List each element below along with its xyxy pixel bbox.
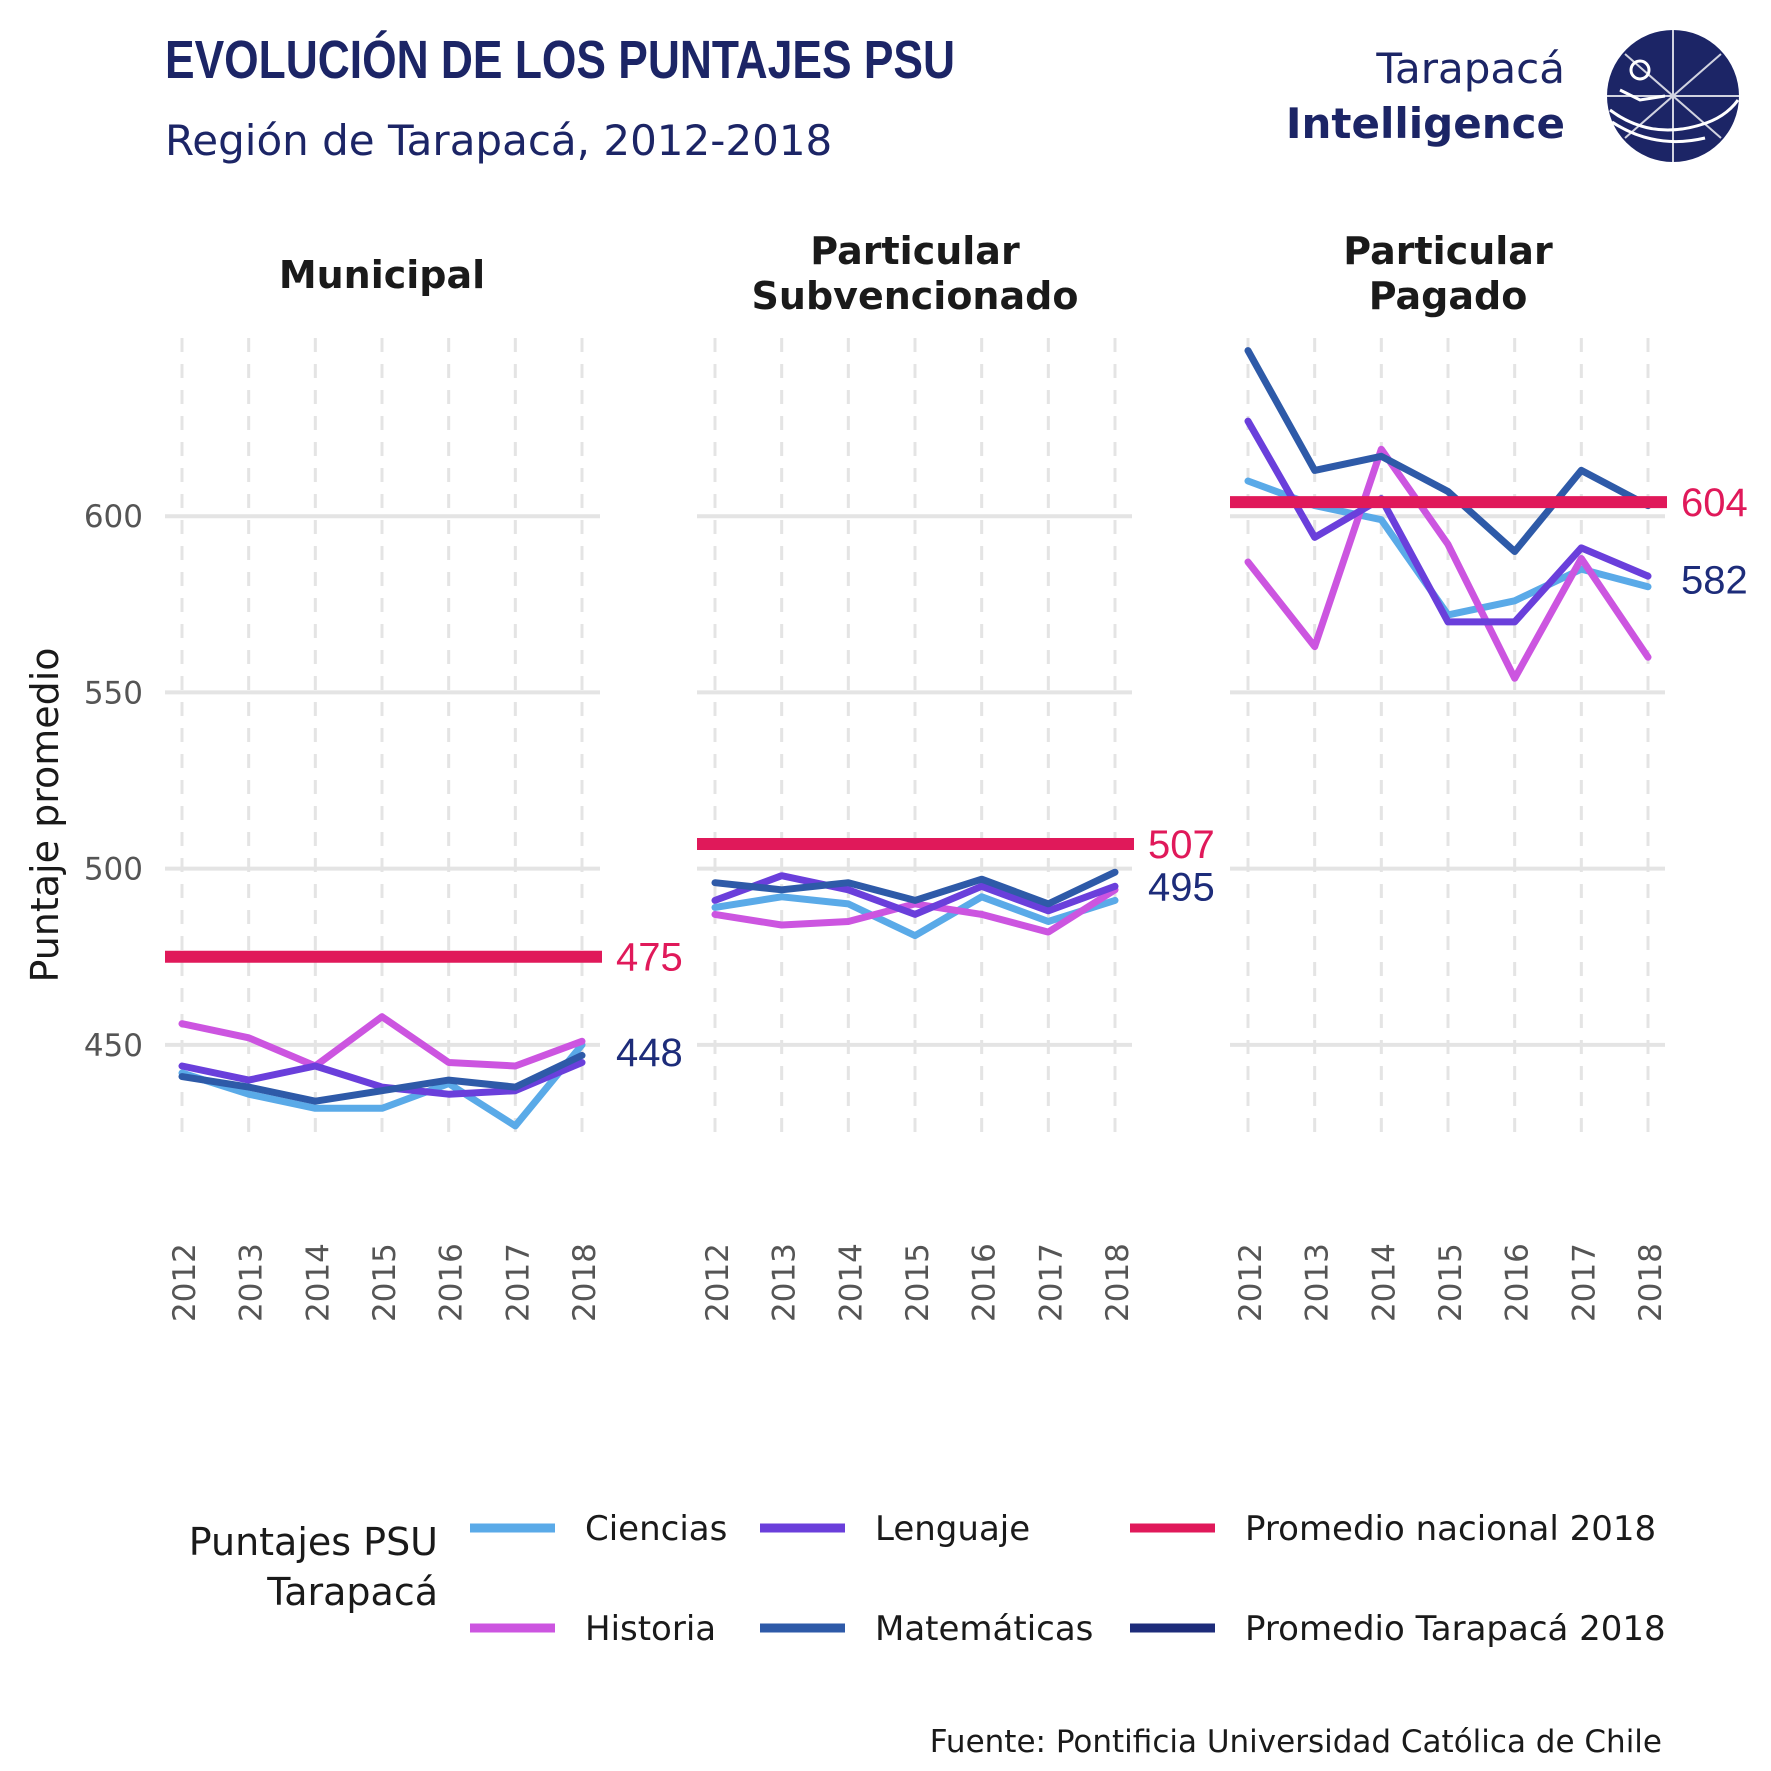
x-tick-label: 2017 — [500, 1243, 536, 1322]
globe-compass-icon — [1607, 30, 1740, 162]
x-tick-label: 2014 — [300, 1243, 336, 1322]
grid-layer — [165, 338, 1665, 1136]
panel-title: Particular — [1343, 229, 1553, 273]
x-tick-label: 2016 — [967, 1243, 1003, 1322]
x-tick-label: 2018 — [1100, 1243, 1136, 1322]
legend-label: Promedio nacional 2018 — [1245, 1509, 1656, 1549]
national-average-label: 475 — [616, 936, 683, 980]
x-tick-label: 2013 — [234, 1243, 270, 1322]
y-tick-label: 450 — [84, 1028, 143, 1064]
tarapaca-average-label: 495 — [1148, 865, 1215, 909]
x-tick-labels: 2012 2013 2014 2015 2016 2017 2018 2012 2013 2014… — [167, 1243, 1669, 1322]
legend-label: Promedio Tarapacá 2018 — [1245, 1609, 1666, 1649]
source-note: Fuente: Pontificia Universidad Católica … — [930, 1724, 1662, 1760]
legend-title-line2: Tarapacá — [266, 1570, 438, 1614]
tarapaca-average-label: 582 — [1681, 559, 1748, 603]
x-tick-label: 2016 — [434, 1243, 470, 1322]
legend: Puntajes PSU Tarapacá Ciencias Lenguaje Pr… — [189, 1509, 1666, 1649]
x-tick-label: 2016 — [1500, 1243, 1536, 1322]
x-tick-label: 2014 — [1366, 1243, 1402, 1322]
y-tick-label: 500 — [84, 852, 143, 888]
national-average-label: 507 — [1148, 823, 1215, 867]
legend-label: Historia — [585, 1609, 716, 1649]
x-tick-label: 2015 — [367, 1243, 403, 1322]
series-line-lenguaje — [711, 872, 1119, 918]
series-line-ciencias — [178, 1041, 586, 1130]
tarapaca-average-label: 448 — [616, 1031, 683, 1075]
legend-title-line1: Puntajes PSU — [189, 1520, 438, 1564]
x-tick-label: 2013 — [1300, 1243, 1336, 1322]
x-tick-label: 2012 — [700, 1243, 736, 1322]
y-tick-label: 550 — [84, 675, 143, 711]
legend-label: Lenguaje — [875, 1509, 1030, 1549]
y-tick-label: 600 — [84, 499, 143, 535]
x-tick-label: 2015 — [900, 1243, 936, 1322]
series-line-historia — [1244, 445, 1652, 682]
chart-subtitle: Región de Tarapacá, 2012-2018 — [165, 116, 832, 165]
series-line-lenguaje — [178, 1059, 586, 1098]
logo: Tarapacá Intelligence — [1286, 30, 1740, 162]
x-tick-label: 2012 — [1233, 1243, 1269, 1322]
x-tick-label: 2015 — [1433, 1243, 1469, 1322]
x-tick-label: 2012 — [167, 1243, 203, 1322]
series-layer — [178, 347, 1652, 1130]
x-tick-label: 2017 — [1033, 1243, 1069, 1322]
panel-title: Subvencionado — [752, 274, 1079, 318]
logo-text-line2: Intelligence — [1286, 99, 1565, 148]
x-tick-label: 2013 — [767, 1243, 803, 1322]
panel-title: Municipal — [279, 253, 485, 297]
legend-label: Ciencias — [585, 1509, 727, 1549]
x-tick-label: 2018 — [567, 1243, 603, 1322]
y-axis-label: Puntaje promedio — [23, 647, 67, 982]
series-line-matemticas — [1244, 347, 1652, 555]
x-tick-label: 2014 — [833, 1243, 869, 1322]
national-average-label: 604 — [1681, 481, 1748, 525]
x-tick-label: 2017 — [1566, 1243, 1602, 1322]
legend-label: Matemáticas — [875, 1609, 1093, 1649]
series-line-ciencias — [711, 893, 1119, 940]
series-line-lenguaje — [1244, 417, 1652, 626]
panel-title: Particular — [810, 229, 1020, 273]
reference-lines — [165, 496, 1667, 963]
chart-title: EVOLUCIÓN DE LOS PUNTAJES PSU — [165, 30, 955, 90]
x-tick-label: 2018 — [1633, 1243, 1669, 1322]
series-line-historia — [178, 1013, 586, 1070]
series-line-matemticas — [178, 1051, 586, 1105]
panel-title: Pagado — [1369, 274, 1528, 318]
series-line-matemticas — [711, 868, 1119, 908]
y-tick-labels: 450 500 550 600 — [84, 499, 143, 1064]
panel-titles: MunicipalParticularSubvencionadoParticul… — [279, 229, 1553, 318]
logo-text-line1: Tarapacá — [1375, 44, 1565, 93]
